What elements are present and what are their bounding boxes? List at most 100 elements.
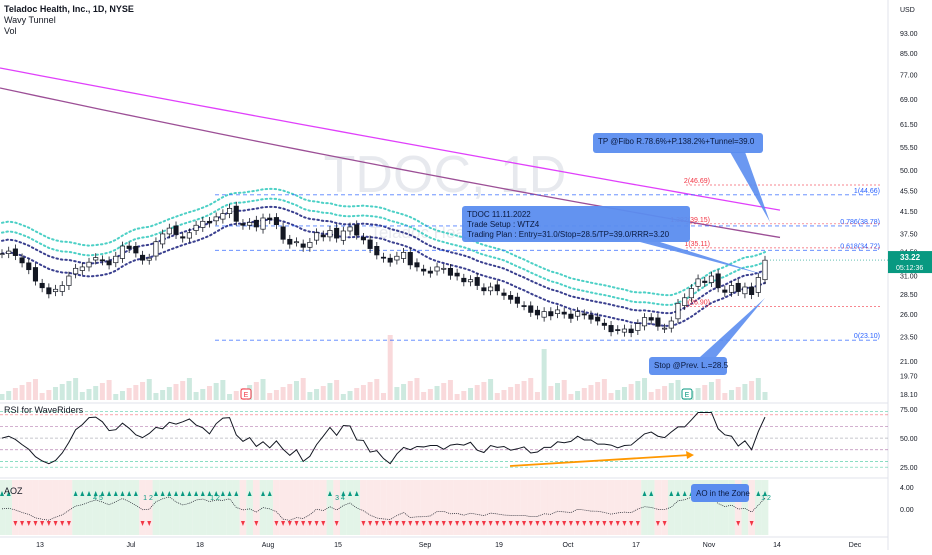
aoz-zone-column [493, 480, 501, 535]
trade-setup-callout-text: Trade Setup : WTZ4 [467, 220, 540, 229]
aoz-zone-column [460, 480, 468, 535]
aoz-zone-column [266, 480, 274, 535]
aoz-zone-column [0, 480, 6, 535]
candle-body [541, 311, 547, 318]
aoz-zone-column [574, 480, 581, 535]
candle-body [46, 287, 52, 295]
time-axis-tick: Dec [849, 542, 862, 549]
volume-bar [334, 380, 340, 400]
aoz-sell-arrow [615, 521, 620, 526]
rsi-line [1, 411, 766, 465]
candle-body [508, 295, 514, 300]
aoz-sell-arrow [736, 521, 741, 526]
legend-indicator-wavy-tunnel[interactable]: Wavy Tunnel [4, 15, 56, 25]
aoz-zone-column [453, 480, 461, 535]
tp-callout-text: TP @Fibo R.78.6%+P.138.2%+Tunnel=39.0 [598, 137, 755, 146]
fib-projection-label: 2(46.69) [684, 178, 710, 185]
aoz-sell-arrow [635, 521, 640, 526]
aoz-zone-column [85, 480, 93, 535]
price-axis-tick: 28.50 [900, 292, 918, 299]
aoz-sell-arrow [522, 521, 527, 526]
fib-projection-label: 1(35.11) [684, 241, 710, 248]
aoz-zone-column [112, 480, 120, 535]
aoz-zone-column [105, 480, 113, 535]
volume-bar [86, 389, 92, 400]
aoz-zone-column [527, 480, 535, 535]
price-axis-tick: 77.00 [900, 73, 918, 80]
rsi-pane-title[interactable]: RSI for WaveRiders [4, 405, 84, 415]
aoz-pane-title[interactable]: AOZ [4, 486, 23, 496]
volume-bar [206, 386, 212, 400]
wavy-tunnel-band [1, 187, 766, 297]
candle-body [454, 272, 460, 277]
aoz-zone-column [12, 480, 19, 535]
candle-body [206, 220, 213, 224]
aoz-sell-arrow [334, 521, 339, 526]
volume-bar [347, 391, 353, 400]
aoz-zone-column [299, 480, 307, 535]
aoz-sell-arrow [588, 521, 593, 526]
aoz-buy-arrow [133, 491, 138, 496]
ao-zone-callout-text: AO in the Zone [696, 489, 750, 498]
aoz-zone-column [701, 480, 709, 535]
candle-body [749, 286, 755, 295]
aoz-sell-arrow [655, 521, 660, 526]
aoz-zone-column [708, 480, 715, 535]
volume-bar [320, 386, 326, 400]
candle-body [501, 292, 507, 296]
candle-body [688, 288, 694, 299]
volume-bar [447, 380, 453, 400]
aoz-zone-column [661, 480, 668, 535]
fib-retracement-label: 0.786(38.78) [840, 219, 880, 226]
aoz-sell-arrow [368, 521, 373, 526]
aoz-zone-column [480, 480, 488, 535]
aoz-count-label: 1 2 [143, 495, 153, 502]
aoz-zone-column [386, 480, 394, 535]
volume-bar [113, 394, 119, 400]
aoz-buy-arrow [127, 491, 132, 496]
volume-bar [367, 382, 373, 400]
candle-body [354, 224, 360, 236]
candle-body [401, 252, 407, 259]
aoz-zone-column [507, 480, 515, 535]
candle-body [662, 327, 668, 330]
volume-bar [287, 384, 293, 400]
wavy-tunnel-band [1, 218, 766, 327]
candle-body [133, 246, 139, 254]
candle-body [314, 232, 320, 241]
aoz-buy-arrow [267, 491, 272, 496]
candle-body [635, 323, 641, 331]
candle-body [93, 257, 99, 261]
legend-indicator-volume[interactable]: Vol [4, 26, 17, 36]
candle-body [728, 285, 735, 293]
aoz-sell-arrow [66, 521, 71, 526]
aoz-buy-arrow [214, 491, 219, 496]
price-axis-tick: 23.50 [900, 334, 918, 341]
aoz-sell-arrow [254, 521, 259, 526]
candle-body [554, 309, 561, 314]
volume-bar [327, 383, 333, 400]
aoz-zone-column [273, 480, 280, 535]
aoz-sell-arrow [46, 521, 51, 526]
aoz-zone-column [514, 480, 521, 535]
aoz-sell-arrow [448, 521, 453, 526]
candle-body [427, 270, 433, 274]
aoz-zone-column [500, 480, 508, 535]
fib-retracement-label: 0(23.10) [854, 333, 880, 340]
volume-bar [441, 383, 447, 400]
aoz-zone-column [427, 480, 434, 535]
aoz-buy-arrow [207, 491, 212, 496]
trade-setup-callout [462, 206, 690, 242]
aoz-buy-arrow [160, 491, 165, 496]
tp-callout [593, 133, 763, 153]
aoz-zone-column [567, 480, 575, 535]
candle-body [253, 219, 259, 228]
aoz-zone-column [199, 480, 207, 535]
currency-label: USD [900, 7, 915, 14]
aoz-sell-arrow [33, 521, 38, 526]
volume-bar [387, 335, 393, 400]
aoz-sell-arrow [475, 521, 480, 526]
legend-symbol[interactable]: Teladoc Health, Inc., 1D, NYSE [4, 4, 134, 14]
aoz-zone-column [380, 480, 387, 535]
